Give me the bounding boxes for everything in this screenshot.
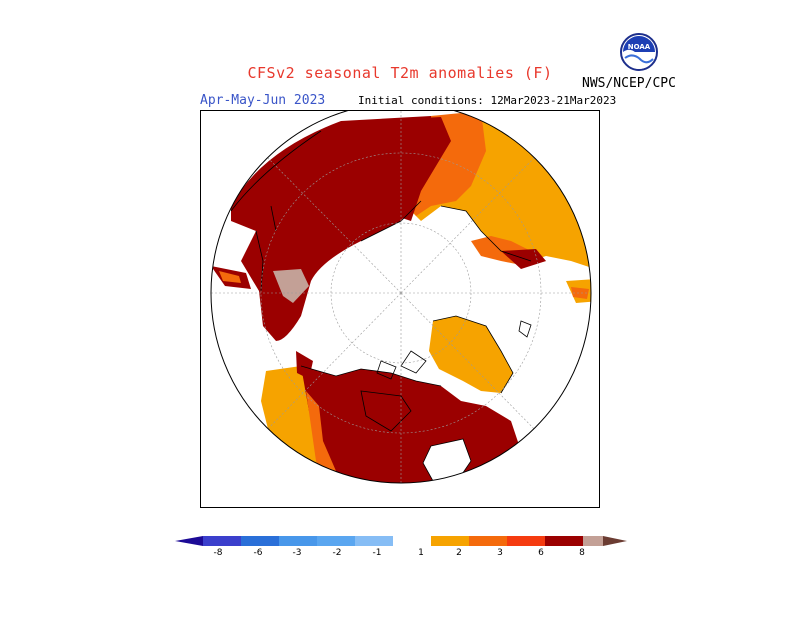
legend-bin [317,536,355,546]
legend-label: -8 [213,548,223,558]
legend-bin [393,536,431,546]
legend-bin [241,536,279,546]
legend-label: 6 [538,548,544,558]
logo-text: NOAA [628,43,651,51]
color-legend [175,536,627,546]
chart-title: CFSv2 seasonal T2m anomalies (F) [247,64,553,82]
legend-bin [583,536,603,546]
legend-bin [203,536,241,546]
legend-bin [469,536,507,546]
legend-bin [431,536,469,546]
legend-label: 3 [497,548,503,558]
alaska-warm-region [429,316,513,393]
legend-label: -6 [253,548,263,558]
legend-label: 2 [456,548,462,558]
legend-label: -1 [372,548,382,558]
polar-map [210,111,592,484]
legend-bin [279,536,317,546]
season-label: Apr-May-Jun 2023 [200,93,326,108]
legend-bin [507,536,545,546]
legend-label: 8 [579,548,585,558]
legend-label: -3 [292,548,302,558]
legend-arrow-low [175,536,203,546]
legend-arrow-high [603,536,627,546]
legend-bin [545,536,583,546]
noaa-logo-icon: NOAA [620,33,658,71]
agency-label: NWS/NCEP/CPC [582,76,676,91]
legend-label: -2 [332,548,342,558]
hudson-bay-neutral [423,439,471,483]
map-panel [200,110,600,508]
scandinavia-extreme [273,269,309,303]
initial-conditions-label: Initial conditions: 12Mar2023-21Mar2023 [358,94,617,107]
legend-bin [355,536,393,546]
legend-label: 1 [418,548,424,558]
